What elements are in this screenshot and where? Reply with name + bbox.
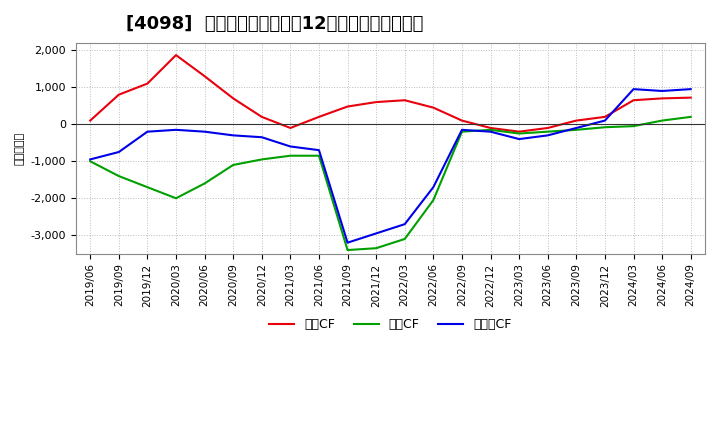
投資CF bbox=[200, 181, 209, 186]
フリーCF bbox=[114, 150, 123, 155]
フリーCF bbox=[229, 133, 238, 138]
フリーCF bbox=[400, 221, 409, 227]
営業CF bbox=[315, 114, 323, 120]
投資CF bbox=[229, 162, 238, 168]
Line: 投資CF: 投資CF bbox=[90, 117, 690, 250]
営業CF bbox=[544, 125, 552, 131]
営業CF bbox=[258, 114, 266, 120]
営業CF bbox=[600, 114, 609, 120]
投資CF bbox=[143, 184, 152, 190]
フリーCF bbox=[658, 88, 667, 94]
フリーCF bbox=[629, 87, 638, 92]
営業CF bbox=[200, 73, 209, 79]
フリーCF bbox=[315, 147, 323, 153]
投資CF bbox=[372, 246, 380, 251]
営業CF bbox=[458, 118, 467, 123]
投資CF bbox=[629, 124, 638, 129]
Legend: 営業CF, 投資CF, フリーCF: 営業CF, 投資CF, フリーCF bbox=[264, 313, 517, 336]
営業CF bbox=[143, 81, 152, 86]
営業CF bbox=[171, 52, 180, 58]
投資CF bbox=[114, 173, 123, 179]
フリーCF bbox=[572, 125, 580, 131]
フリーCF bbox=[171, 127, 180, 132]
営業CF bbox=[114, 92, 123, 97]
投資CF bbox=[458, 129, 467, 134]
投資CF bbox=[658, 118, 667, 123]
フリーCF bbox=[486, 129, 495, 134]
投資CF bbox=[258, 157, 266, 162]
フリーCF bbox=[258, 135, 266, 140]
営業CF bbox=[629, 98, 638, 103]
フリーCF bbox=[600, 118, 609, 123]
投資CF bbox=[429, 198, 438, 203]
投資CF bbox=[544, 129, 552, 134]
フリーCF bbox=[86, 157, 94, 162]
フリーCF bbox=[143, 129, 152, 134]
Line: フリーCF: フリーCF bbox=[90, 89, 690, 242]
Y-axis label: （百万円）: （百万円） bbox=[15, 132, 25, 165]
フリーCF bbox=[515, 136, 523, 142]
営業CF bbox=[658, 96, 667, 101]
投資CF bbox=[86, 159, 94, 164]
営業CF bbox=[429, 105, 438, 110]
フリーCF bbox=[458, 127, 467, 132]
投資CF bbox=[686, 114, 695, 120]
フリーCF bbox=[429, 184, 438, 190]
投資CF bbox=[171, 196, 180, 201]
営業CF bbox=[486, 125, 495, 131]
投資CF bbox=[286, 153, 294, 158]
フリーCF bbox=[343, 240, 352, 245]
営業CF bbox=[86, 118, 94, 123]
投資CF bbox=[315, 153, 323, 158]
フリーCF bbox=[200, 129, 209, 134]
Line: 営業CF: 営業CF bbox=[90, 55, 690, 132]
営業CF bbox=[343, 104, 352, 109]
投資CF bbox=[600, 125, 609, 130]
営業CF bbox=[372, 99, 380, 105]
営業CF bbox=[515, 129, 523, 134]
フリーCF bbox=[544, 133, 552, 138]
投資CF bbox=[515, 131, 523, 136]
投資CF bbox=[486, 127, 495, 132]
投資CF bbox=[343, 247, 352, 253]
営業CF bbox=[229, 96, 238, 101]
営業CF bbox=[400, 98, 409, 103]
営業CF bbox=[286, 125, 294, 131]
フリーCF bbox=[372, 231, 380, 236]
投資CF bbox=[572, 127, 580, 132]
投資CF bbox=[400, 236, 409, 242]
フリーCF bbox=[286, 144, 294, 149]
営業CF bbox=[572, 118, 580, 123]
営業CF bbox=[686, 95, 695, 100]
フリーCF bbox=[686, 87, 695, 92]
Text: [4098]  キャッシュフローの12か月移動合計の推移: [4098] キャッシュフローの12か月移動合計の推移 bbox=[126, 15, 423, 33]
